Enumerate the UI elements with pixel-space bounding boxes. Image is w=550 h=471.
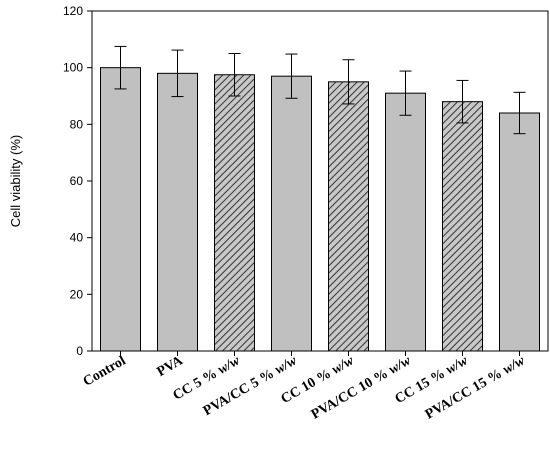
y-tick-label: 20 <box>70 287 84 301</box>
x-tick-label: PVA <box>155 353 187 380</box>
y-tick-label: 80 <box>70 117 84 131</box>
y-tick-label: 0 <box>76 344 83 358</box>
x-tick-label: PVA/CC 5 % w/w <box>201 353 300 419</box>
error-bar <box>456 79 469 124</box>
x-tick-label: Control <box>81 353 129 389</box>
y-axis-title: Cell viability (%) <box>8 135 23 227</box>
bar <box>442 101 483 352</box>
y-tick-label: 120 <box>63 4 83 18</box>
error-bar <box>171 49 184 98</box>
bar <box>100 67 141 352</box>
error-bars-layer <box>114 45 526 135</box>
error-bar <box>399 70 412 116</box>
x-tick-label: PVA/CC 10 % w/w <box>309 353 414 422</box>
y-tick-label: 40 <box>70 231 84 245</box>
y-tick-label: 60 <box>70 174 84 188</box>
bar <box>328 81 369 352</box>
bar <box>271 75 312 352</box>
error-bar <box>513 91 526 135</box>
error-bar <box>285 53 298 99</box>
y-axis: 0 20 40 60 80 100 120 <box>63 4 92 358</box>
bar <box>385 92 426 352</box>
y-tick-label: 100 <box>63 61 83 75</box>
bar <box>214 74 255 352</box>
bars-layer <box>100 67 540 352</box>
error-bar <box>228 53 241 97</box>
error-bar <box>342 59 355 105</box>
x-tick-label: PVA/CC 15 % w/w <box>423 353 528 422</box>
bar <box>499 112 540 352</box>
bar <box>157 72 198 352</box>
error-bar <box>114 45 127 90</box>
